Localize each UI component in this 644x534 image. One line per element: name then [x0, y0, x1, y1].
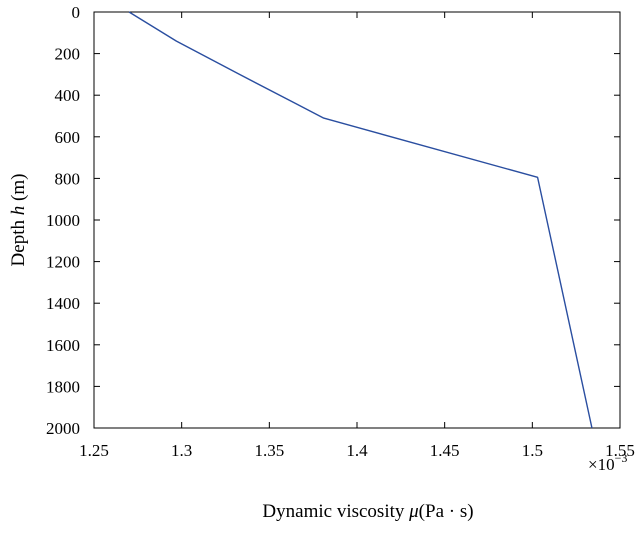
- y-axis-label: Depth h (m): [8, 174, 29, 267]
- y-tick-label: 800: [55, 169, 81, 188]
- x-tick-label: 1.3: [171, 441, 192, 460]
- plot-area-frame: [93, 11, 621, 429]
- y-tick-label: 400: [55, 86, 81, 105]
- series-layer: [128, 11, 593, 429]
- x-axis-multiplier: ×10−3: [588, 451, 627, 474]
- y-tick-label: 0: [72, 3, 81, 22]
- series-line: [128, 11, 593, 429]
- x-tick-label: 1.55: [605, 441, 635, 460]
- y-tick-label: 200: [55, 45, 81, 64]
- x-axis-label: Dynamic viscosity μ(Pa · s): [262, 501, 473, 522]
- x-tick-label: 1.25: [79, 441, 109, 460]
- x-axis-ticks: 1.25 1.3 1.35 1.4 1.45 1.5 1.55: [79, 12, 635, 460]
- y-tick-label: 2000: [46, 419, 80, 438]
- y-tick-label: 1400: [46, 294, 80, 313]
- y-tick-label: 1200: [46, 253, 80, 272]
- x-tick-label: 1.45: [430, 441, 460, 460]
- y-tick-label: 600: [55, 128, 81, 147]
- y-tick-label: 1600: [46, 336, 80, 355]
- x-tick-label: 1.4: [346, 441, 368, 460]
- x-tick-label: 1.35: [254, 441, 284, 460]
- y-axis-ticks: 0 200 400 600 800 1000 1200 1400 1600 1800 2000: [46, 3, 620, 438]
- y-tick-label: 1800: [46, 377, 80, 396]
- y-tick-label: 1000: [46, 211, 80, 230]
- x-tick-label: 1.5: [522, 441, 543, 460]
